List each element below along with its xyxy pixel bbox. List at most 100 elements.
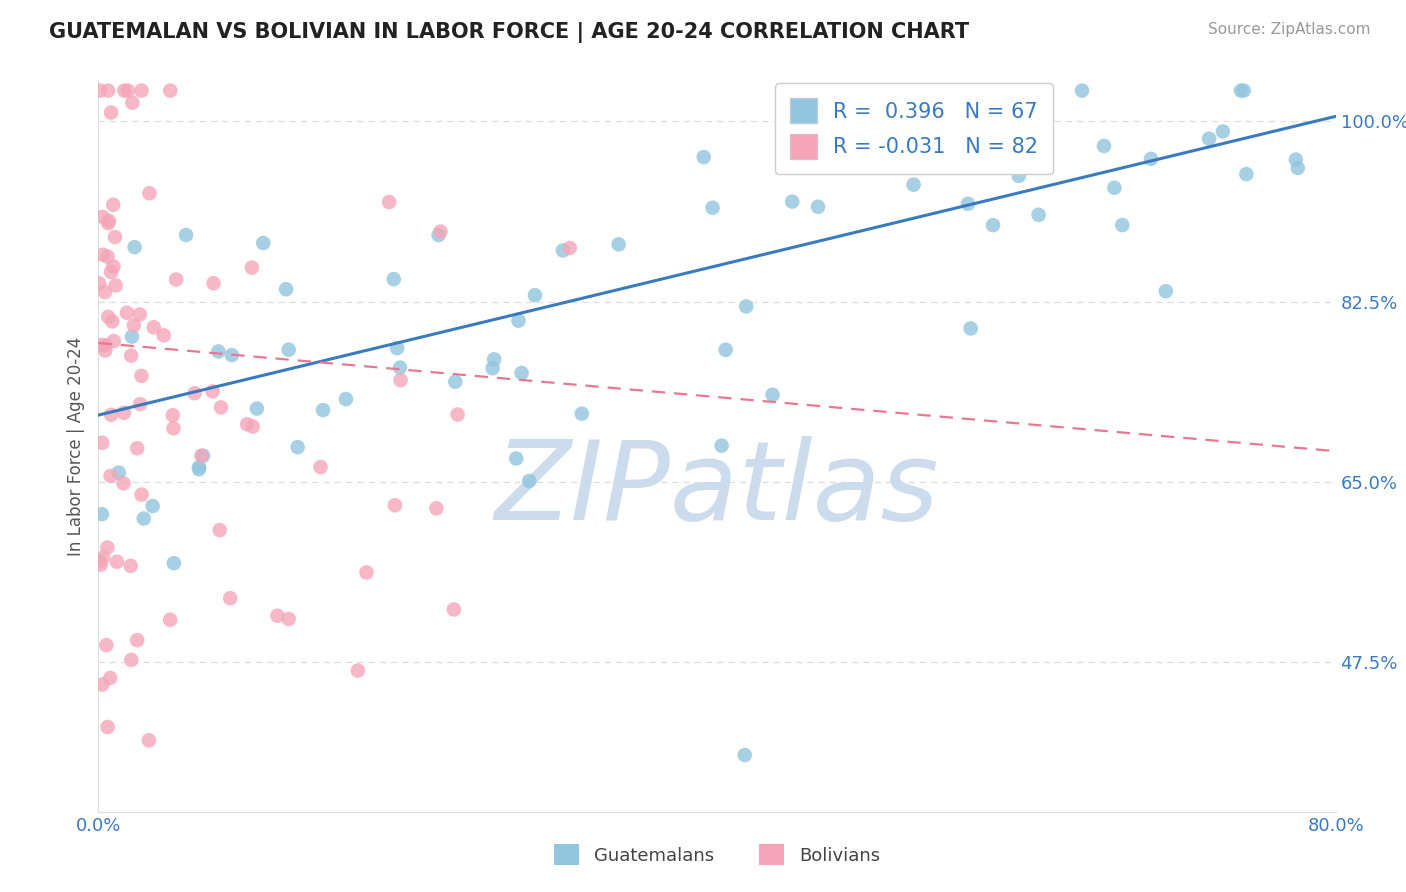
Point [128, 308, 150, 322]
Point [174, 227, 197, 242]
Point [201, 384, 224, 399]
Point [780, 194, 803, 209]
Point [120, 653, 142, 667]
Point [1092, 139, 1115, 153]
Point [482, 352, 505, 367]
Point [558, 241, 581, 255]
Point [129, 397, 152, 411]
Point [89, 554, 111, 568]
Point [103, 260, 125, 274]
Point [97, 310, 120, 324]
Point [159, 84, 181, 98]
Text: Source: ZipAtlas.com: Source: ZipAtlas.com [1208, 22, 1371, 37]
Point [312, 403, 335, 417]
Point [335, 392, 357, 406]
Point [127, 442, 149, 456]
Point [347, 664, 370, 678]
Point [91, 210, 114, 224]
Point [309, 460, 332, 475]
Point [959, 107, 981, 121]
Point [162, 421, 184, 435]
Point [1198, 132, 1220, 146]
Point [159, 613, 181, 627]
Point [131, 368, 153, 383]
Point [429, 225, 451, 239]
Point [132, 511, 155, 525]
Point [112, 84, 135, 98]
Point [710, 439, 733, 453]
Point [481, 361, 503, 376]
Point [131, 84, 153, 98]
Point [571, 407, 593, 421]
Point [87, 277, 110, 291]
Point [91, 550, 114, 565]
Point [702, 201, 724, 215]
Point [121, 95, 143, 110]
Point [112, 476, 135, 491]
Point [191, 449, 214, 463]
Point [1032, 144, 1054, 158]
Point [1230, 84, 1253, 98]
Point [425, 501, 447, 516]
Point [1212, 124, 1234, 138]
Point [505, 451, 527, 466]
Point [385, 341, 408, 355]
Point [240, 260, 263, 275]
Point [1234, 167, 1257, 181]
Point [120, 558, 142, 573]
Point [735, 300, 758, 314]
Point [607, 237, 630, 252]
Point [1140, 152, 1163, 166]
Point [823, 84, 845, 98]
Point [152, 328, 174, 343]
Point [94, 285, 117, 299]
Point [427, 227, 450, 242]
Point [959, 321, 981, 335]
Point [389, 360, 412, 375]
Point [1111, 218, 1133, 232]
Point [356, 566, 378, 580]
Point [100, 265, 122, 279]
Point [103, 198, 125, 212]
Point [100, 105, 122, 120]
Point [1154, 284, 1177, 298]
Point [551, 244, 574, 258]
Point [142, 499, 165, 513]
Text: GUATEMALAN VS BOLIVIAN IN LABOR FORCE | AGE 20-24 CORRELATION CHART: GUATEMALAN VS BOLIVIAN IN LABOR FORCE | … [49, 22, 969, 44]
Point [956, 196, 979, 211]
Point [693, 150, 716, 164]
Point [277, 612, 299, 626]
Point [90, 558, 112, 572]
Point [734, 747, 756, 762]
Point [246, 401, 269, 416]
Point [100, 468, 122, 483]
Point [188, 460, 211, 475]
Point [190, 449, 212, 463]
Point [97, 720, 120, 734]
Point [91, 248, 114, 262]
Point [266, 608, 288, 623]
Point [94, 338, 117, 352]
Point [100, 408, 122, 422]
Point [221, 348, 243, 362]
Point [446, 408, 468, 422]
Point [236, 417, 259, 432]
Point [91, 435, 114, 450]
Point [219, 591, 242, 606]
Point [127, 633, 149, 648]
Point [510, 366, 533, 380]
Point [287, 440, 309, 454]
Point [89, 84, 111, 98]
Point [183, 386, 205, 401]
Point [162, 409, 184, 423]
Point [97, 250, 120, 264]
Text: ZIPatlas: ZIPatlas [495, 436, 939, 543]
Point [807, 200, 830, 214]
Point [1285, 153, 1308, 167]
Point [96, 541, 118, 555]
Point [517, 474, 540, 488]
Point [1286, 161, 1309, 175]
Point [382, 272, 405, 286]
Point [384, 498, 406, 512]
Point [524, 288, 547, 302]
